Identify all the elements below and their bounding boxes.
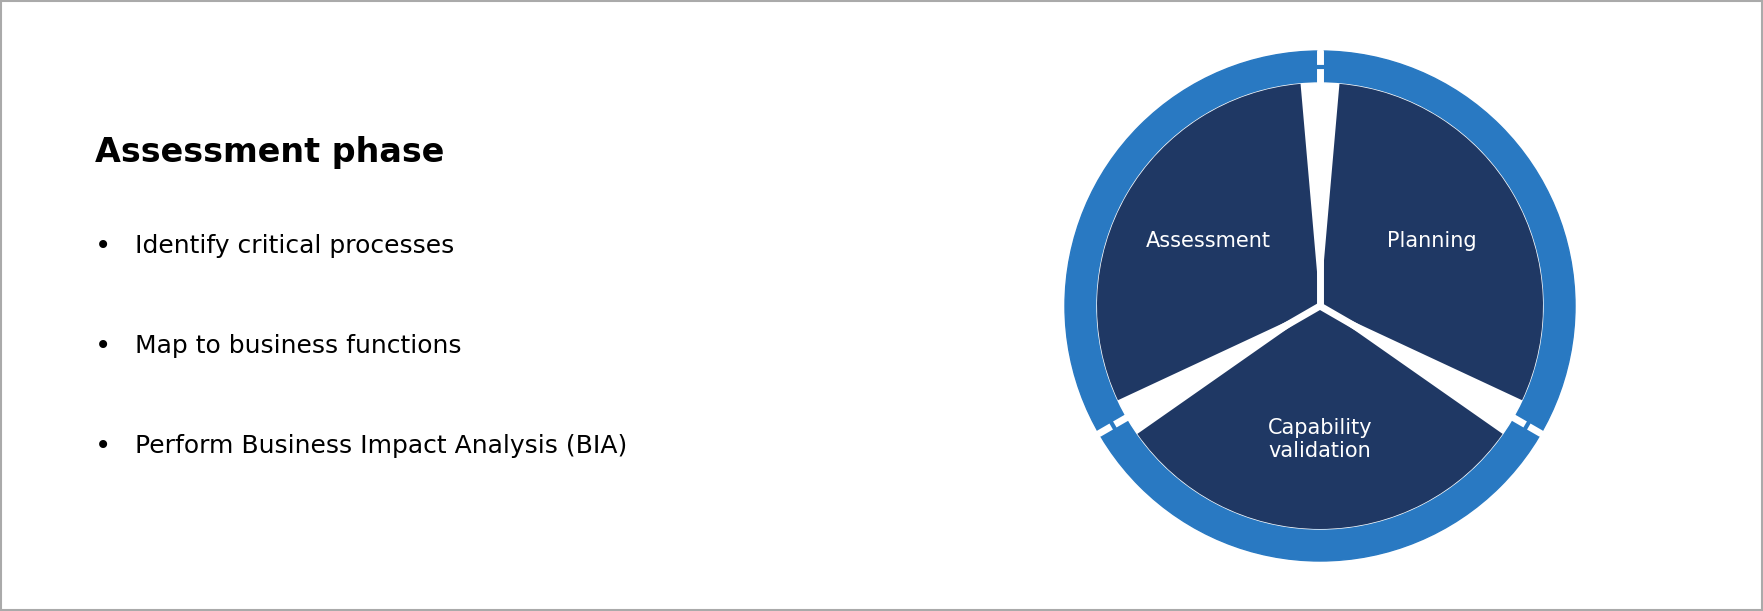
- Text: Assessment: Assessment: [1146, 232, 1271, 251]
- Text: Identify critical processes: Identify critical processes: [136, 234, 455, 258]
- Circle shape: [1065, 51, 1574, 561]
- Text: •: •: [95, 432, 111, 460]
- Text: Map to business functions: Map to business functions: [136, 334, 462, 358]
- Text: •: •: [95, 332, 111, 360]
- Text: Assessment phase: Assessment phase: [95, 136, 444, 169]
- Circle shape: [1097, 83, 1543, 529]
- Text: Planning: Planning: [1387, 232, 1477, 251]
- Text: Perform Business Impact Analysis (BIA): Perform Business Impact Analysis (BIA): [136, 434, 628, 458]
- Wedge shape: [1097, 84, 1320, 400]
- Text: •: •: [95, 232, 111, 260]
- Wedge shape: [1137, 306, 1502, 529]
- Text: Capability
validation: Capability validation: [1268, 418, 1372, 461]
- Wedge shape: [1320, 84, 1543, 400]
